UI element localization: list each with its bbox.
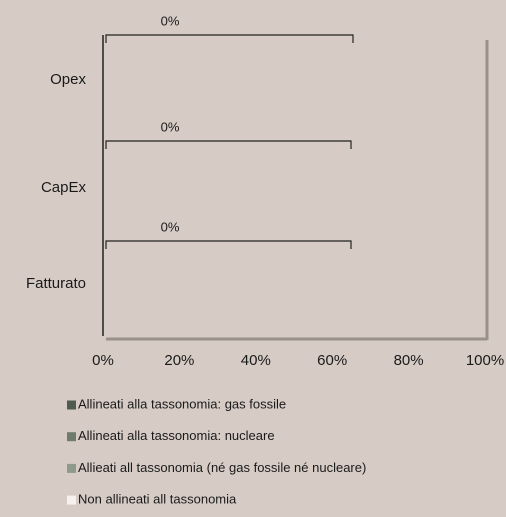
x-tick-label: 60% [317,352,347,369]
data-label: 0% [161,219,180,234]
data-label: 0% [161,119,180,134]
x-tick-label: 0% [92,352,114,369]
category-label: Fatturato [26,275,86,292]
legend-label: Allieati all tassonomia (né gas fossile … [78,460,366,475]
x-tick-label: 40% [241,352,271,369]
category-label: CapEx [41,179,87,196]
legend-swatch [67,400,76,410]
bracket [105,240,352,249]
legend-swatch [67,432,76,442]
legend-label: Non allineati all tassonomia [78,492,237,507]
x-tick-label: 80% [394,352,424,369]
x-tick-label: 20% [164,352,194,369]
legend-swatch [67,463,76,473]
category-label: Opex [50,71,86,88]
legend-label: Allineati alla tassonomia: nucleare [78,428,275,443]
legend-label: Allineati alla tassonomia: gas fossile [78,396,286,411]
bracket [105,140,352,149]
legend-swatch [67,495,76,505]
x-tick-label: 100% [466,352,504,369]
bracket [105,34,354,43]
data-label: 0% [161,13,180,28]
